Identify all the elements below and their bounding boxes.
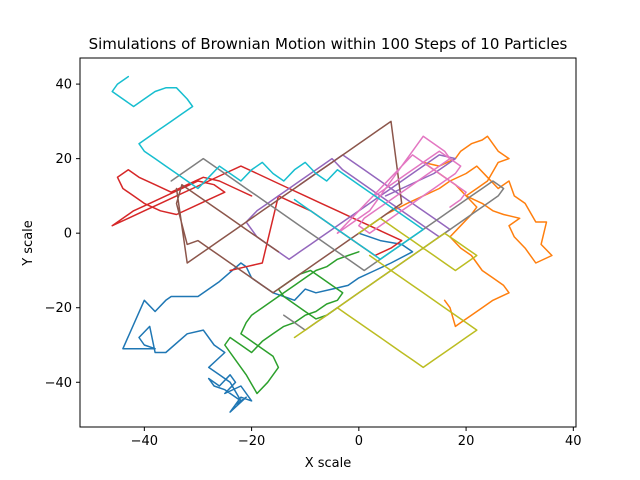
y-tick-label: 20 bbox=[55, 152, 72, 167]
particle-path-2 bbox=[384, 135, 553, 328]
plot-area bbox=[111, 75, 553, 413]
x-axis-label: X scale bbox=[305, 456, 352, 471]
x-tick-label: 20 bbox=[458, 434, 475, 449]
x-tick-label: −40 bbox=[131, 434, 158, 449]
particle-path-5 bbox=[245, 154, 457, 261]
y-tick-label: 0 bbox=[64, 227, 72, 242]
x-tick-label: 0 bbox=[355, 434, 363, 449]
y-axis-label: Y scale bbox=[21, 220, 36, 267]
y-tick-label: −20 bbox=[45, 301, 72, 316]
x-axis: −40 −20 0 20 40 bbox=[131, 427, 582, 449]
particle-path-1 bbox=[122, 232, 414, 413]
particle-path-10 bbox=[111, 75, 424, 261]
chart-title: Simulations of Brownian Motion within 10… bbox=[89, 35, 568, 53]
plot-frame bbox=[79, 57, 577, 428]
particle-path-9 bbox=[293, 217, 478, 369]
y-tick-label: 40 bbox=[55, 78, 72, 93]
y-tick-label: −40 bbox=[45, 376, 72, 391]
particle-path-6 bbox=[175, 120, 403, 294]
x-tick-label: 40 bbox=[565, 434, 582, 449]
particle-path-7 bbox=[336, 135, 467, 234]
x-tick-label: −20 bbox=[238, 434, 265, 449]
y-axis: −40 −20 0 20 40 bbox=[45, 78, 80, 391]
